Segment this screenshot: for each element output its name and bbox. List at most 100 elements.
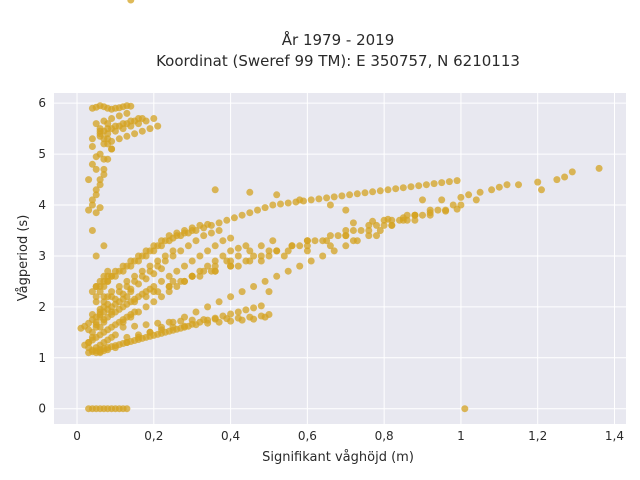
data-point <box>380 221 388 229</box>
data-point <box>92 293 100 301</box>
data-point <box>534 178 542 186</box>
x-tick-label: 1 <box>457 429 465 443</box>
data-point <box>219 252 227 260</box>
data-point <box>561 173 569 181</box>
data-point <box>211 257 219 265</box>
data-point <box>85 176 93 184</box>
data-point <box>330 193 338 201</box>
data-point <box>138 252 146 260</box>
data-point <box>303 247 311 255</box>
data-point <box>108 272 116 280</box>
data-point <box>250 283 258 290</box>
data-point <box>154 262 162 270</box>
data-point <box>96 305 104 313</box>
data-point <box>265 311 273 318</box>
y-tick-label: 3 <box>38 249 46 263</box>
data-point <box>300 197 307 205</box>
data-point <box>188 320 196 328</box>
data-point <box>165 272 173 280</box>
data-point <box>123 132 131 140</box>
data-point <box>177 247 185 255</box>
data-point <box>173 283 181 290</box>
data-point <box>92 191 100 199</box>
data-point <box>257 312 265 320</box>
data-point <box>135 308 142 316</box>
data-point <box>365 232 373 240</box>
data-point <box>227 293 235 301</box>
data-point <box>158 277 165 285</box>
data-point <box>142 288 150 296</box>
data-point <box>104 300 112 308</box>
data-point <box>104 120 112 128</box>
data-point <box>426 209 434 217</box>
data-point <box>445 178 453 186</box>
data-point <box>515 181 522 189</box>
grid-lines <box>54 93 626 424</box>
data-point <box>369 217 377 225</box>
data-point <box>254 206 261 214</box>
data-point <box>319 252 327 260</box>
data-point <box>188 272 196 280</box>
plot-area <box>54 93 626 424</box>
data-point <box>173 267 181 275</box>
data-point <box>92 153 100 161</box>
data-point <box>265 247 273 255</box>
data-point <box>376 187 384 195</box>
data-point <box>96 181 104 189</box>
data-point <box>104 267 112 275</box>
data-point <box>127 313 135 321</box>
data-point <box>430 180 438 188</box>
x-tick-label: 0,2 <box>144 429 163 443</box>
data-point <box>204 316 212 324</box>
data-point <box>131 257 139 265</box>
data-point <box>204 247 212 255</box>
data-point <box>246 313 254 321</box>
y-tick-label: 6 <box>38 96 46 110</box>
data-point <box>85 206 93 214</box>
data-point <box>154 122 162 130</box>
data-point <box>146 247 154 255</box>
data-point <box>108 115 116 122</box>
data-point <box>346 191 354 199</box>
y-tick-label: 0 <box>38 402 46 416</box>
data-point <box>265 288 273 296</box>
data-point <box>365 227 373 234</box>
data-point <box>257 257 265 265</box>
data-point <box>315 195 323 203</box>
data-point <box>92 321 100 329</box>
data-point <box>135 293 142 301</box>
data-point <box>100 242 108 250</box>
data-point <box>88 135 96 143</box>
data-point <box>338 192 346 200</box>
data-point <box>234 244 242 252</box>
data-point <box>207 221 215 229</box>
data-point <box>457 193 465 201</box>
data-point <box>246 209 254 217</box>
data-point <box>161 252 169 260</box>
data-point <box>96 288 104 296</box>
data-point <box>88 143 96 150</box>
data-point <box>204 262 212 270</box>
data-point <box>476 188 484 196</box>
data-point <box>246 257 254 265</box>
data-point <box>123 109 131 117</box>
data-point <box>142 117 150 125</box>
data-point <box>142 293 150 301</box>
data-point <box>142 303 150 311</box>
data-point <box>158 323 165 331</box>
data-point <box>353 190 361 198</box>
data-point <box>165 283 173 290</box>
data-point <box>326 232 334 240</box>
data-point <box>96 127 104 135</box>
data-point <box>257 242 265 250</box>
data-point <box>142 321 150 329</box>
data-point <box>161 257 169 265</box>
data-point <box>284 199 292 207</box>
data-point <box>184 242 192 250</box>
data-point <box>100 165 108 173</box>
data-point <box>242 306 250 314</box>
data-point <box>138 272 146 280</box>
data-point <box>104 130 112 138</box>
data-point <box>419 211 426 219</box>
